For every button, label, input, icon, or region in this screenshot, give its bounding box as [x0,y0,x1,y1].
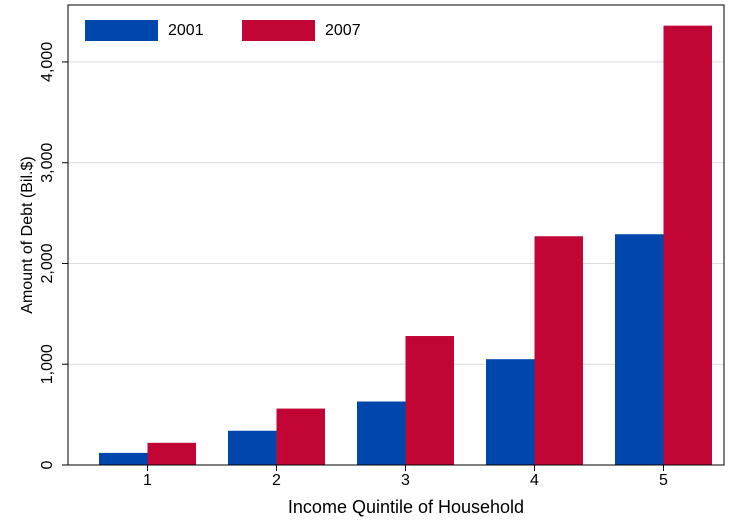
x-tick-label: 3 [401,472,410,489]
bar [147,442,196,465]
y-axis-title: Amount of Debt (Bil.$) [19,156,36,313]
y-tick-label: 2,000 [39,243,56,283]
y-tick-label: 0 [39,460,56,469]
y-tick-label: 1,000 [39,344,56,384]
bar [276,408,325,465]
x-tick-label: 2 [272,472,281,489]
bar [663,25,712,466]
bar [486,359,535,465]
bar [615,234,664,465]
y-tick-label: 4,000 [39,42,56,82]
legend-swatch [85,20,158,41]
bar [357,401,406,465]
x-axis-title: Income Quintile of Household [288,497,524,517]
x-tick-label: 5 [659,472,668,489]
bar [534,236,583,465]
legend-label: 2007 [325,22,361,39]
legend-label: 2001 [168,22,204,39]
bar [228,430,277,465]
x-tick-label: 1 [143,472,152,489]
plot-frame [67,4,725,466]
y-tick-label: 3,000 [39,143,56,183]
bar [99,452,148,465]
legend-swatch [242,20,315,41]
x-tick-label: 4 [530,472,539,489]
bar [405,336,454,465]
